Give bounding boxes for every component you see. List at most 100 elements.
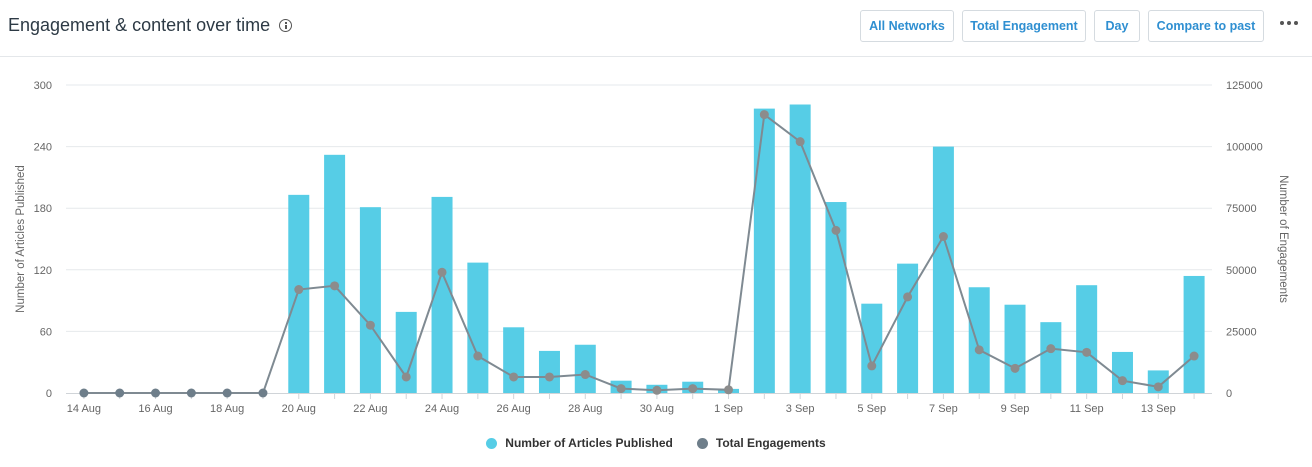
all-networks-button[interactable]: All Networks — [860, 10, 954, 42]
point-engagements — [473, 351, 483, 361]
bar-articles — [574, 344, 596, 393]
point-engagements — [759, 110, 769, 120]
x-tick-label: 9 Sep — [1001, 403, 1030, 415]
y-left-tick-label: 240 — [34, 142, 52, 154]
y-left-tick-label: 0 — [46, 388, 52, 400]
y-right-tick-label: 50000 — [1226, 265, 1257, 277]
bar-articles — [1147, 370, 1169, 393]
day-button[interactable]: Day — [1094, 10, 1140, 42]
x-tick-label: 26 Aug — [497, 403, 531, 415]
point-engagements — [1153, 382, 1163, 392]
x-tick-label: 11 Sep — [1070, 403, 1104, 415]
point-engagements — [79, 388, 89, 398]
y-right-tick-label: 75000 — [1226, 203, 1257, 215]
point-engagements — [1082, 347, 1092, 357]
point-engagements — [258, 388, 268, 398]
bar-articles — [789, 104, 811, 394]
x-tick-label: 7 Sep — [929, 403, 958, 415]
engagement-chart: 0 60 120 180 240 300 0 25000 50000 75000 100000 125… — [15, 80, 1289, 415]
legend-swatch-engagements — [696, 437, 708, 449]
info-icon[interactable] — [279, 19, 293, 32]
more-options-icon[interactable] — [1280, 20, 1298, 26]
point-engagements — [115, 388, 125, 398]
point-engagements — [151, 388, 161, 398]
x-tick-label: 22 Aug — [353, 403, 387, 415]
point-engagements — [509, 372, 519, 382]
bar-articles — [395, 311, 417, 393]
bar-articles — [968, 287, 990, 393]
bar-articles — [1076, 285, 1098, 393]
x-tick-label: 3 Sep — [786, 403, 815, 415]
x-tick-label: 14 Aug — [67, 403, 101, 415]
bar-articles — [1183, 275, 1205, 393]
point-engagements — [1010, 363, 1020, 373]
x-tick-label: 13 Sep — [1141, 403, 1176, 415]
point-engagements — [1189, 351, 1199, 361]
bar-articles — [1111, 351, 1133, 393]
point-engagements — [1117, 376, 1127, 386]
bar-articles — [861, 303, 883, 393]
point-engagements — [831, 225, 841, 235]
compare-to-past-button[interactable]: Compare to past — [1148, 10, 1264, 42]
point-engagements — [938, 232, 948, 242]
bar-articles — [1004, 304, 1026, 393]
y-right-tick-label: 0 — [1226, 388, 1232, 400]
chart-header: Engagement & content over time All Netwo… — [0, 0, 1312, 57]
bar-articles — [1040, 322, 1062, 393]
point-engagements — [974, 345, 984, 355]
legend-label-articles: Number of Articles Published — [505, 436, 673, 450]
y-left-tick-label: 60 — [40, 326, 52, 338]
x-tick-label: 18 Aug — [210, 403, 244, 415]
legend-item-engagements[interactable]: Total Engagements — [696, 436, 826, 450]
x-tick-label: 24 Aug — [425, 403, 459, 415]
point-engagements — [903, 292, 913, 302]
x-tick-label: 30 Aug — [640, 403, 674, 415]
chart-legend: Number of Articles Published Total Engag… — [0, 436, 1312, 450]
bar-articles — [932, 146, 954, 393]
point-engagements — [401, 372, 411, 382]
point-engagements — [330, 281, 340, 291]
x-tick-label: 28 Aug — [568, 403, 602, 415]
point-engagements — [688, 384, 698, 394]
legend-item-articles[interactable]: Number of Articles Published — [486, 436, 673, 450]
point-engagements — [1046, 344, 1056, 354]
bar-articles — [467, 262, 489, 393]
x-tick-label: 5 Sep — [857, 403, 886, 415]
bar-articles — [431, 196, 453, 393]
x-tick-label: 16 Aug — [138, 403, 172, 415]
bar-articles — [324, 154, 346, 393]
point-engagements — [580, 370, 590, 380]
legend-label-engagements: Total Engagements — [715, 436, 826, 450]
y-right-axis-label: Number of Engagements — [1277, 175, 1289, 303]
point-engagements — [724, 385, 734, 395]
y-left-tick-label: 300 — [34, 80, 52, 92]
point-engagements — [186, 388, 196, 398]
y-right-tick-label: 100000 — [1226, 142, 1263, 154]
y-left-tick-label: 120 — [34, 265, 52, 277]
point-engagements — [222, 388, 232, 398]
bar-articles — [753, 108, 775, 393]
point-engagements — [544, 372, 554, 382]
point-engagements — [795, 137, 805, 147]
y-right-tick-label: 25000 — [1226, 326, 1257, 338]
chart-title-wrap: Engagement & content over time — [8, 15, 293, 36]
point-engagements — [652, 385, 662, 395]
point-engagements — [867, 361, 877, 371]
bar-articles — [897, 263, 919, 393]
bar-articles — [503, 327, 525, 393]
legend-swatch-articles — [486, 437, 498, 449]
bar-articles — [538, 350, 560, 393]
y-right-tick-label: 125000 — [1226, 80, 1263, 92]
y-left-tick-label: 180 — [34, 203, 52, 215]
point-engagements — [365, 320, 375, 330]
point-engagements — [294, 285, 304, 295]
y-left-axis-label: Number of Articles Published — [15, 165, 27, 313]
line-engagements — [83, 112, 1195, 394]
point-engagements — [616, 384, 626, 394]
total-engagement-button[interactable]: Total Engagement — [962, 10, 1086, 42]
chart-title: Engagement & content over time — [8, 15, 271, 35]
bar-articles — [359, 207, 381, 393]
x-tick-label: 1 Sep — [714, 403, 743, 415]
point-engagements — [437, 267, 447, 277]
x-tick-label: 20 Aug — [282, 403, 316, 415]
